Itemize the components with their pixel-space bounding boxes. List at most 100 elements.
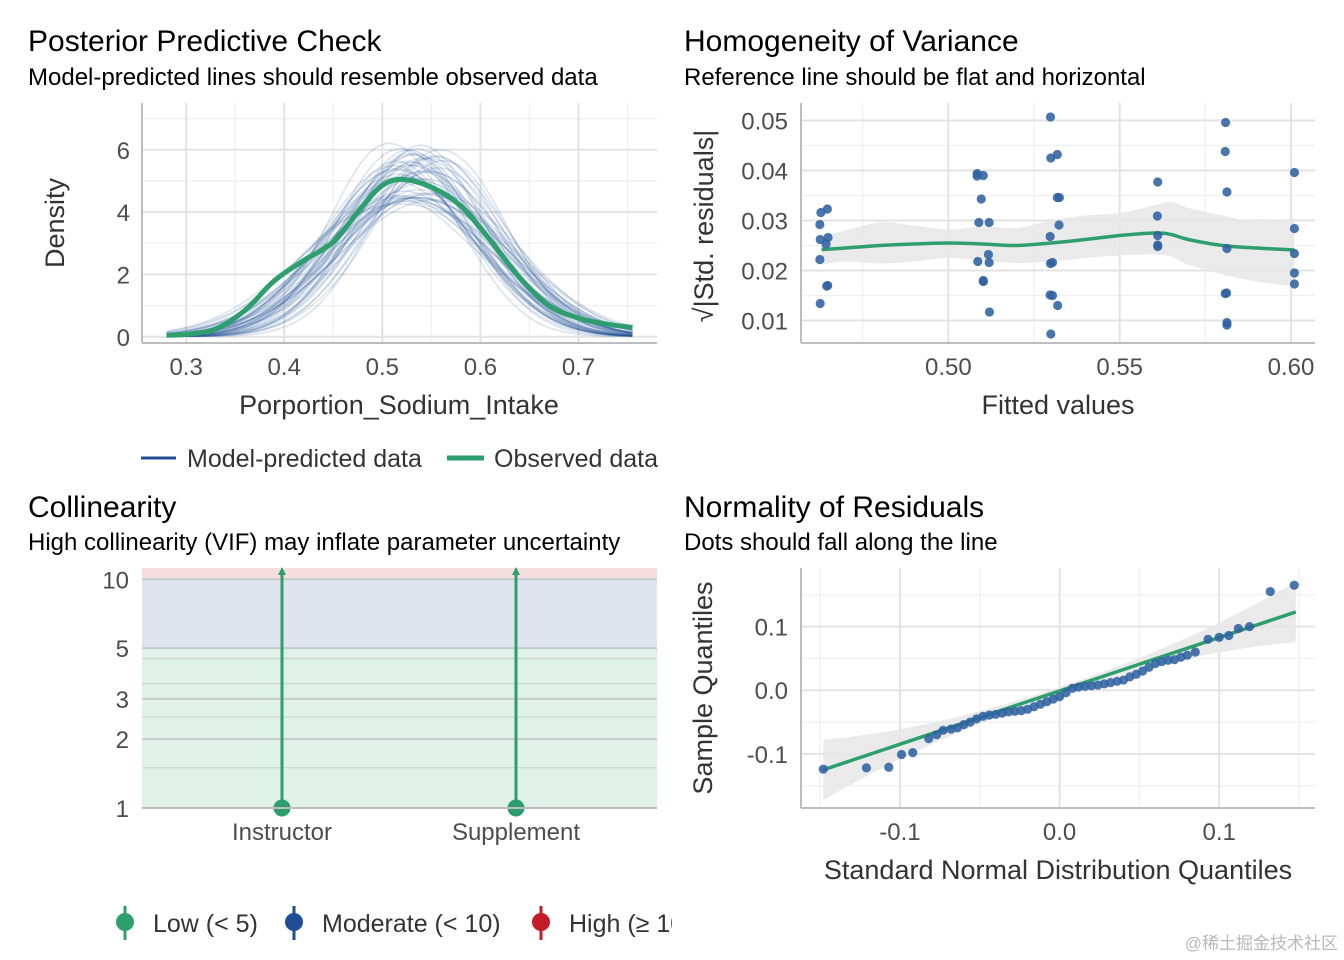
- nor-point: [1233, 623, 1243, 634]
- ppc-subtitle: Model-predicted lines should resemble ob…: [28, 64, 598, 91]
- nor-point: [1289, 580, 1299, 590]
- hov-point: [1052, 149, 1062, 160]
- nor-point: [924, 734, 934, 744]
- legend-model-label: Model-predicted data: [187, 445, 422, 473]
- nor-point: [861, 763, 872, 773]
- hov-point: [1045, 231, 1055, 242]
- ppc-predicted-line: [166, 178, 633, 337]
- col-y-tick: 2: [116, 727, 129, 754]
- nor-y-tick: -0.1: [747, 742, 788, 769]
- ppc-predicted-line: [166, 160, 633, 337]
- hov-point: [984, 257, 994, 268]
- ppc-x-tick: 0.7: [562, 354, 595, 381]
- col-y-tick: 3: [116, 687, 129, 714]
- ppc-predicted-line: [166, 144, 633, 337]
- hov-x-tick: 0.60: [1268, 354, 1315, 381]
- col-x-tick: Instructor: [232, 819, 332, 846]
- hov-point: [821, 239, 831, 249]
- nor-point: [1224, 630, 1234, 641]
- col-y-tick: 10: [102, 567, 129, 594]
- ppc-x-tick: 0.6: [464, 354, 497, 381]
- ppc-grid: [142, 103, 657, 343]
- col-panel: 1 2 3 5 10 Instructor Supplement Collinearity …: [26, 491, 672, 940]
- hov-confidence-band: [821, 201, 1295, 287]
- nor-y-tick: 0.0: [755, 678, 788, 705]
- ppc-predicted-line: [166, 159, 633, 337]
- ppc-predicted-lines: [166, 142, 633, 337]
- ppc-predicted-line: [166, 196, 633, 336]
- ppc-x-label: Porportion_Sodium_Intake: [239, 390, 559, 420]
- hov-point: [1222, 320, 1232, 330]
- ppc-predicted-line: [166, 165, 633, 337]
- ppc-predicted-line: [166, 175, 633, 337]
- nor-points: [818, 580, 1299, 774]
- hov-point: [1054, 192, 1064, 203]
- hov-point: [815, 254, 825, 265]
- hov-point: [1153, 177, 1163, 187]
- ppc-predicted-line: [166, 152, 633, 337]
- hov-point: [1045, 112, 1056, 122]
- nor-point: [1061, 688, 1071, 698]
- hov-point: [978, 170, 988, 181]
- col-text-clip: Collinearity High collinearity (VIF) may…: [26, 491, 620, 844]
- col-y-label-line1: Variance Inflation: [26, 587, 56, 794]
- ppc-predicted-line: [166, 196, 633, 336]
- ppc-predicted-line: [166, 167, 633, 337]
- nor-title: Normality of Residuals: [684, 491, 984, 524]
- legend-high-key: [532, 906, 550, 940]
- nor-point: [818, 764, 828, 774]
- hov-point: [976, 194, 986, 204]
- nor-x-label: Standard Normal Distribution Quantiles: [824, 855, 1292, 885]
- hov-y-tick: 0.02: [741, 259, 788, 286]
- hov-y-tick: 0.03: [741, 209, 788, 236]
- ppc-predicted-line: [166, 181, 633, 337]
- hov-x-tick: 0.50: [925, 354, 972, 381]
- hov-subtitle: Reference line should be flat and horizo…: [684, 64, 1146, 91]
- nor-point: [1265, 586, 1275, 597]
- ppc-x-tick: 0.5: [366, 354, 399, 381]
- legend-low-label: Low (< 5): [153, 910, 258, 938]
- col-arrow-head: [278, 567, 286, 575]
- ppc-predicted-line: [166, 188, 633, 337]
- ppc-title: Posterior Predictive Check: [28, 25, 382, 58]
- nor-point: [1182, 650, 1192, 660]
- nor-point: [908, 748, 918, 758]
- hov-point: [1222, 187, 1232, 197]
- hov-y-label: √|Std. residuals|: [689, 130, 719, 322]
- ppc-predicted-line: [166, 149, 633, 337]
- ppc-predicted-line: [166, 192, 633, 337]
- nor-x-tick: 0.1: [1203, 819, 1236, 846]
- nor-panel: Normality of Residuals Dots should fall …: [672, 491, 1344, 955]
- hov-point: [1222, 243, 1232, 254]
- nor-point: [1190, 647, 1200, 657]
- ppc-predicted-line: [166, 154, 633, 337]
- nor-point: [938, 725, 948, 735]
- hov-point: [1289, 268, 1300, 278]
- hov-panel: Homogeneity of Variance Reference line s…: [672, 25, 1344, 486]
- hov-point: [1289, 167, 1300, 178]
- hov-point: [984, 217, 994, 228]
- col-legend: Low (< 5) Moderate (< 10) High (≥ 10): [116, 906, 672, 940]
- nor-y-label: Sample Quantiles: [688, 581, 718, 794]
- ppc-predicted-line: [166, 197, 633, 336]
- hov-point: [1047, 257, 1058, 268]
- nor-x-tick: -0.1: [879, 819, 920, 846]
- ppc-predicted-line: [166, 155, 633, 337]
- ppc-predicted-line: [166, 194, 633, 335]
- hov-loess-line: [821, 231, 1295, 252]
- hov-point: [978, 276, 988, 287]
- ppc-predicted-line: [166, 171, 633, 337]
- col-y-label-line2: Factor (VIF, log-scaled): [56, 565, 86, 844]
- col-bars: [273, 567, 525, 817]
- ppc-predicted-line: [166, 199, 633, 336]
- col-title: Collinearity: [28, 491, 176, 524]
- hov-point: [815, 298, 825, 309]
- ppc-predicted-line: [166, 164, 633, 337]
- ppc-predicted-line: [166, 157, 633, 337]
- hov-point: [1289, 279, 1300, 289]
- nor-point: [896, 749, 907, 760]
- hov-point: [1047, 290, 1058, 301]
- hov-point: [822, 281, 832, 291]
- hov-point: [974, 217, 984, 228]
